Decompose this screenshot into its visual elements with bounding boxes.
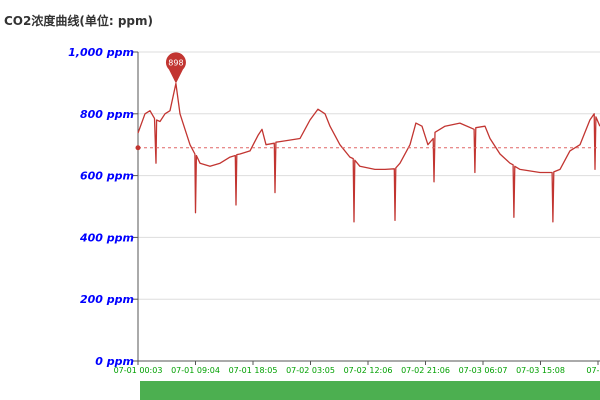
max-mark-label: 898: [168, 59, 183, 68]
co2-series-line: [137, 82, 600, 223]
x-tick-label: 07-01 00:03: [114, 366, 163, 375]
y-tick-label: 400 ppm: [79, 231, 134, 244]
y-tick-label: 200 ppm: [80, 293, 134, 306]
max-mark-pin: [165, 52, 186, 84]
y-tick-label: 600 ppm: [80, 170, 134, 183]
x-tick-label: 07-02 03:05: [286, 366, 335, 375]
x-tick-label: 07-04: [586, 366, 600, 375]
chart-title: CO2浓度曲线(单位: ppm): [4, 14, 153, 28]
x-tick-label: 07-01 18:05: [229, 366, 278, 375]
x-tick-label: 07-02 12:06: [344, 366, 393, 375]
y-tick-label: 800 ppm: [80, 108, 134, 121]
y-tick-label: 1,000 ppm: [68, 46, 134, 59]
average-mark-dot: [135, 145, 141, 151]
zoom-slider[interactable]: [140, 381, 600, 400]
y-tick-label: 0 ppm: [95, 355, 134, 368]
x-tick-label: 07-01 09:04: [171, 366, 220, 375]
x-tick-label: 07-03 15:08: [516, 366, 565, 375]
x-tick-label: 07-03 06:07: [459, 366, 508, 375]
x-tick-label: 07-02 21:06: [401, 366, 450, 375]
